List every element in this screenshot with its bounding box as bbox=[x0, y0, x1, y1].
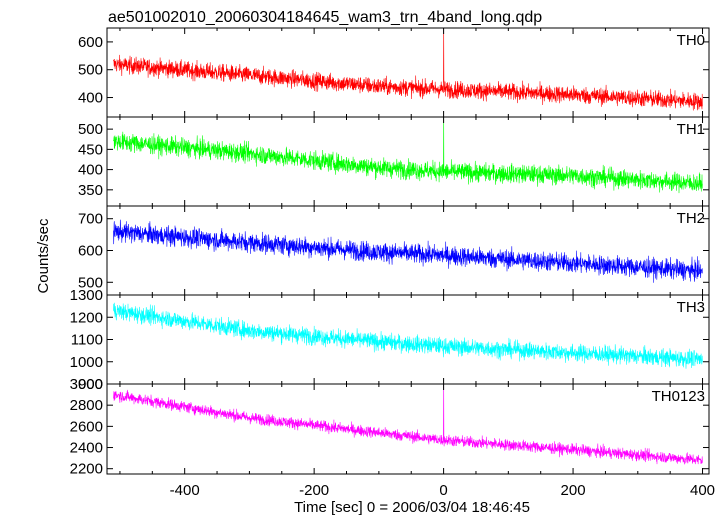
x-tick-label: 200 bbox=[561, 482, 586, 499]
y-tick-label: 1300 bbox=[70, 287, 103, 304]
series-line-th0123 bbox=[113, 384, 703, 465]
x-axis-label: Time [sec] 0 = 2006/03/04 18:46:45 bbox=[294, 499, 530, 516]
x-tick-label: -200 bbox=[299, 482, 329, 499]
panel-th2: 500 600 700 TH2 bbox=[78, 205, 710, 296]
y-tick-label: 900 bbox=[78, 376, 103, 393]
series-line-th2 bbox=[113, 219, 703, 283]
y-tick-label: 500 bbox=[78, 274, 103, 291]
y-tick-label: 600 bbox=[78, 243, 103, 260]
y-tick-label: 500 bbox=[78, 121, 103, 138]
y-tick-label: 2600 bbox=[70, 418, 103, 435]
y-tick-label: 450 bbox=[78, 141, 103, 158]
x-tick-label: 0 bbox=[439, 482, 447, 499]
y-tick-label: 700 bbox=[78, 211, 103, 228]
y-axis-label: Counts/sec bbox=[35, 218, 52, 294]
series-label-th3: TH3 bbox=[677, 299, 705, 316]
x-tick-label: -400 bbox=[170, 482, 200, 499]
series-label-th1: TH1 bbox=[677, 121, 705, 138]
y-tick-label: 2400 bbox=[70, 440, 103, 457]
series-label-th0: TH0 bbox=[677, 32, 705, 49]
y-tick-label: 1100 bbox=[71, 332, 103, 349]
y-tick-label: 350 bbox=[78, 182, 103, 199]
y-tick-label: 1200 bbox=[70, 309, 103, 326]
y-tick-label: 600 bbox=[78, 34, 103, 51]
y-tick-label: 1000 bbox=[70, 354, 103, 371]
panel-frame bbox=[106, 116, 710, 207]
y-tick-label: 2200 bbox=[70, 461, 103, 478]
y-tick-label: 400 bbox=[78, 90, 103, 107]
series-label-th2: TH2 bbox=[677, 210, 705, 227]
panel-th1: 350 400 450 500 TH1 bbox=[78, 116, 710, 207]
panel-th3: 900 1000 1100 1200 1300 TH3 bbox=[70, 287, 710, 393]
panel-th0: 400 500 600 TH0 bbox=[78, 27, 710, 118]
series-line-th1 bbox=[113, 117, 703, 194]
y-tick-label: 3000 bbox=[70, 376, 103, 393]
panel-th0123: 2200 2400 2600 2800 3000 TH0123 bbox=[70, 376, 710, 478]
series-label-th0123: TH0123 bbox=[652, 388, 705, 405]
panel-frame bbox=[106, 383, 710, 475]
series-line-th0 bbox=[113, 28, 703, 111]
x-tick-label: 400 bbox=[690, 482, 715, 499]
y-tick-label: 2800 bbox=[70, 397, 103, 414]
chart-title: ae501002010_20060304184645_wam3_trn_4ban… bbox=[108, 9, 542, 26]
series-line-th3 bbox=[113, 302, 703, 369]
y-tick-label: 500 bbox=[78, 62, 103, 79]
y-tick-label: 400 bbox=[78, 162, 103, 179]
